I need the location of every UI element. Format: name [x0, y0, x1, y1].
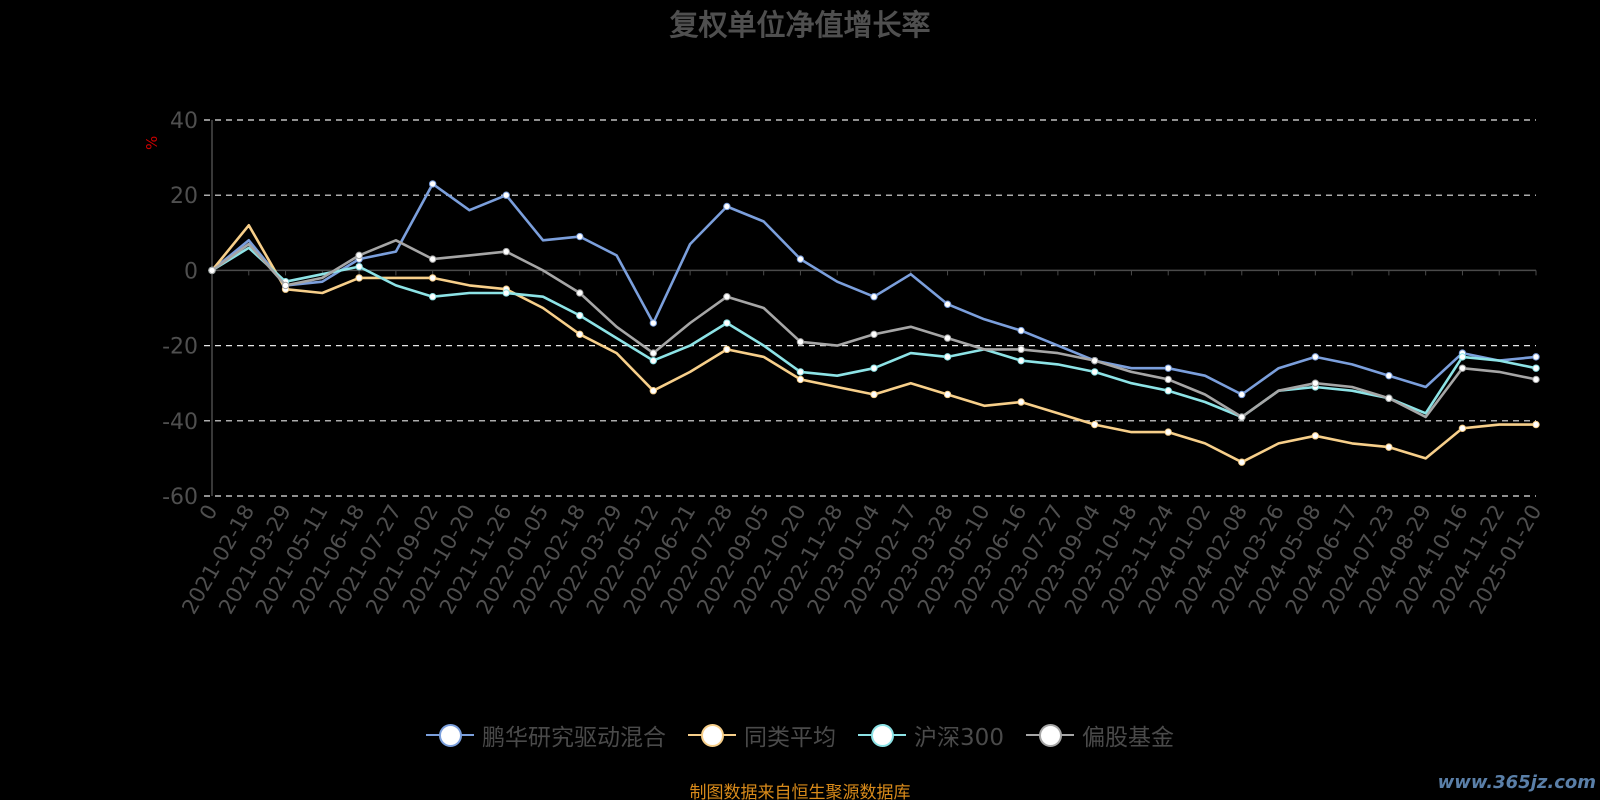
data-point: [355, 274, 363, 282]
data-point: [1164, 428, 1172, 436]
data-point: [796, 368, 805, 376]
legend-marker-icon: [1025, 722, 1074, 748]
data-point: [1532, 353, 1540, 361]
legend-marker-icon: [426, 722, 475, 748]
data-point: [870, 330, 878, 339]
data-point: [870, 390, 878, 399]
data-point: [1017, 356, 1025, 365]
data-point: [1017, 326, 1025, 335]
data-point: [1311, 353, 1320, 361]
data-point: [870, 364, 878, 372]
data-point: [428, 255, 437, 263]
data-point: [1385, 371, 1393, 380]
data-point: [649, 349, 658, 357]
data-point: [796, 338, 805, 346]
data-point: [502, 247, 510, 256]
data-point: [428, 293, 437, 301]
data-point: [1090, 356, 1099, 365]
data-point: [796, 255, 805, 263]
data-point: [208, 266, 216, 275]
legend-label: 偏股基金: [1081, 725, 1174, 751]
data-point: [1090, 420, 1099, 429]
data-point: [1090, 368, 1099, 376]
chart-title: 复权单位净值增长率: [669, 8, 931, 42]
data-point: [723, 293, 731, 301]
data-point: [1164, 375, 1172, 384]
series-layer: [208, 180, 1540, 466]
data-point: [1385, 443, 1393, 451]
data-point: [1164, 364, 1172, 372]
legend-item-1[interactable]: 同类平均: [688, 718, 836, 752]
x-tick-label: 0: [195, 501, 222, 525]
axis-layer: -60-40-200204002021-02-182021-03-292021-…: [162, 109, 1546, 618]
y-tick-label: -20: [162, 335, 198, 360]
legend-label: 鹏华研究驱动混合: [482, 725, 667, 751]
data-point: [1532, 364, 1540, 372]
legend-item-3[interactable]: 偏股基金: [1025, 718, 1174, 752]
legend-item-0[interactable]: 鹏华研究驱动混合: [426, 718, 666, 752]
watermark: www.365jz.com: [1437, 772, 1596, 793]
line-chart: -60-40-200204002021-02-182021-03-292021-…: [162, 109, 1546, 618]
data-point: [355, 262, 363, 271]
data-point: [1532, 420, 1540, 429]
y-tick-label: -60: [162, 485, 198, 510]
data-point: [576, 289, 584, 297]
data-point: [1311, 379, 1320, 387]
data-point: [576, 311, 584, 320]
data-point: [649, 319, 658, 327]
data-point: [943, 390, 952, 399]
data-point: [1458, 353, 1467, 361]
data-point: [649, 356, 658, 365]
series-line-1: [210, 224, 1536, 464]
data-point: [502, 289, 510, 297]
data-point: [1238, 390, 1246, 399]
data-source-note: 制图数据来自恒生聚源数据库: [689, 783, 911, 800]
data-point: [943, 300, 952, 308]
data-point: [796, 375, 805, 384]
data-point: [1238, 458, 1246, 466]
data-point: [1532, 375, 1540, 384]
data-point: [1017, 398, 1025, 406]
data-point: [355, 251, 363, 260]
data-point: [870, 293, 878, 301]
data-point: [1164, 387, 1172, 395]
y-tick-label: 20: [170, 184, 198, 209]
data-point: [1458, 424, 1467, 433]
data-point: [723, 202, 731, 211]
data-point: [1017, 345, 1025, 354]
legend-item-2[interactable]: 沪深300: [858, 718, 1004, 752]
data-point: [943, 353, 952, 361]
data-point: [1458, 364, 1467, 372]
data-point: [576, 330, 584, 339]
y-tick-label: -40: [162, 410, 198, 435]
y-tick-label: 40: [170, 109, 198, 134]
legend-label: 同类平均: [744, 725, 837, 751]
data-point: [1385, 394, 1393, 402]
data-point: [576, 232, 584, 241]
data-point: [502, 191, 510, 199]
data-point: [723, 345, 731, 354]
legend-marker-icon: [688, 722, 737, 748]
data-point: [1311, 432, 1320, 440]
data-point: [649, 387, 658, 395]
y-tick-label: 0: [184, 259, 198, 284]
data-point: [943, 334, 952, 342]
data-point: [428, 180, 437, 188]
data-point: [1238, 413, 1246, 421]
data-point: [281, 281, 290, 290]
chart-legend: 鹏华研究驱动混合 同类平均 沪深300 偏股基金: [0, 718, 1600, 752]
data-point: [428, 274, 437, 282]
legend-marker-icon: [858, 722, 907, 748]
legend-label: 沪深300: [914, 725, 1004, 751]
data-point: [723, 319, 731, 327]
